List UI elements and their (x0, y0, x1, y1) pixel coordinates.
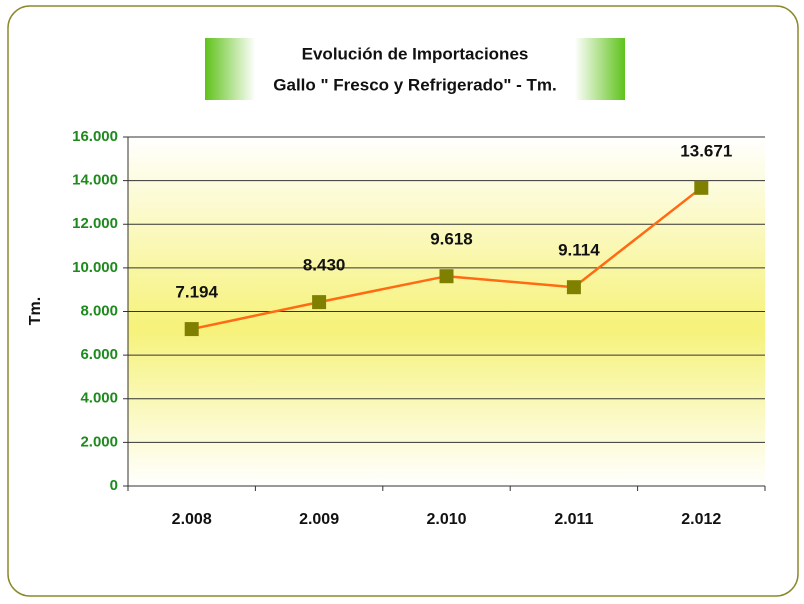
marker (566, 280, 581, 295)
y-tick-label: 2.000 (80, 433, 118, 450)
y-axis-label: Tm. (27, 297, 44, 325)
y-tick-label: 12.000 (72, 215, 118, 232)
y-tick-label: 0 (110, 477, 118, 494)
x-tick-label: 2.012 (681, 511, 721, 528)
y-tick-label: 14.000 (72, 172, 118, 189)
y-tick-label: 8.000 (80, 302, 118, 319)
data-label: 9.618 (430, 230, 473, 249)
marker (312, 295, 327, 310)
title-box (205, 38, 625, 100)
y-tick-label: 10.000 (72, 259, 118, 276)
x-tick-label: 2.010 (426, 511, 466, 528)
x-tick-label: 2.011 (554, 511, 593, 528)
data-label: 8.430 (303, 256, 346, 275)
y-tick-label: 4.000 (80, 390, 118, 407)
data-label: 9.114 (558, 241, 600, 260)
y-tick-label: 16.000 (72, 128, 118, 145)
chart-subtitle: Gallo " Fresco y Refrigerado" - Tm. (273, 75, 556, 94)
x-tick-label: 2.008 (172, 511, 212, 528)
y-tick-label: 6.000 (80, 346, 118, 363)
data-label: 13.671 (680, 141, 732, 160)
data-label: 7.194 (175, 283, 218, 302)
marker (184, 322, 199, 337)
marker (694, 180, 709, 195)
marker (439, 269, 454, 284)
x-tick-label: 2.009 (299, 511, 339, 528)
chart-title: Evolución de Importaciones (302, 44, 529, 63)
